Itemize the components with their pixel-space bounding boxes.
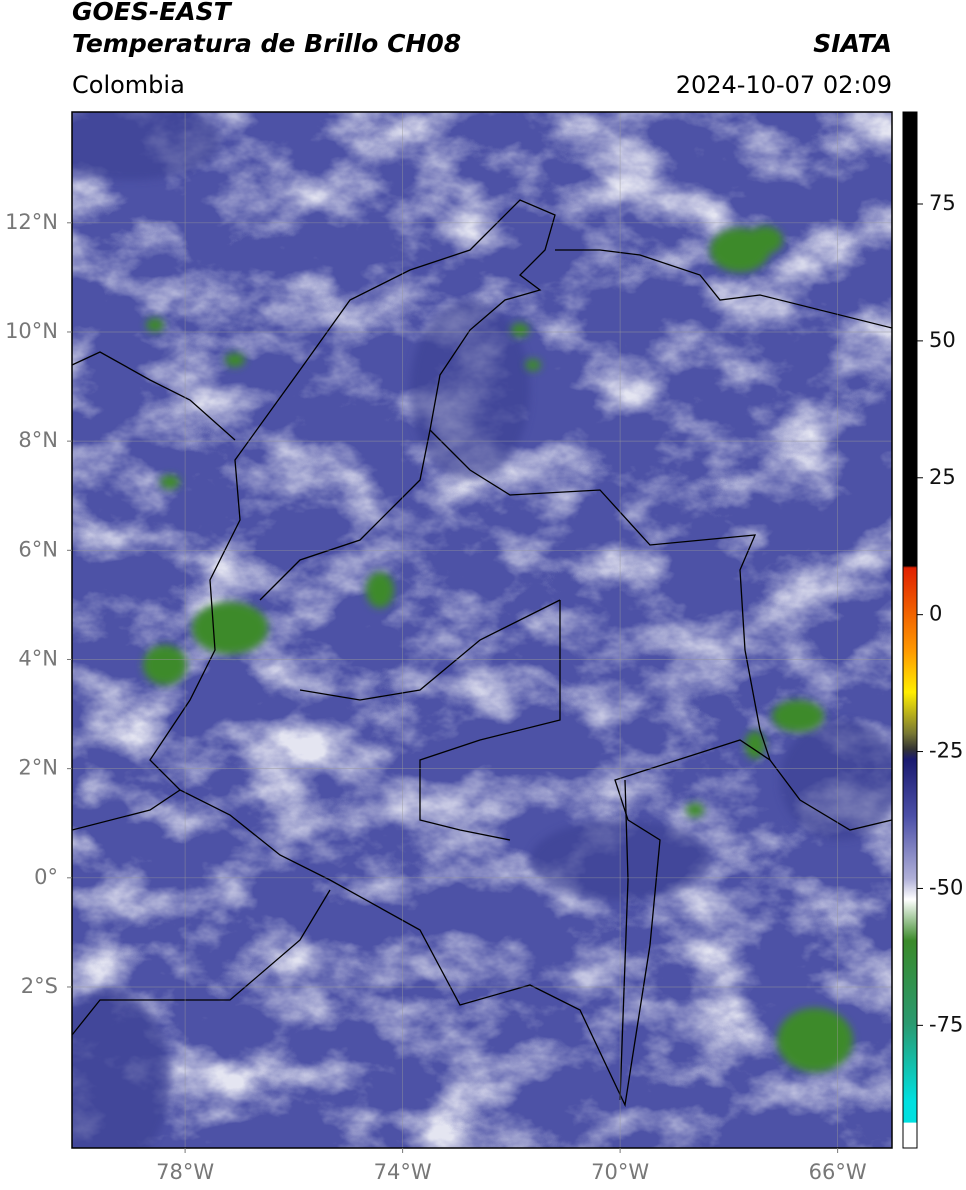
y-tick-label: 12°N (5, 210, 58, 234)
y-tick-label: 8°N (18, 428, 58, 452)
title: GOES-EAST (72, 0, 233, 26)
colorbar-tick-label: -50 (929, 875, 963, 899)
y-tick-label: 2°S (21, 974, 58, 998)
colorbar-tick-label: -25 (929, 739, 963, 763)
datetime: 2024-10-07 02:09 (676, 71, 892, 99)
y-tick-label: 2°N (18, 756, 58, 780)
colorbar-tick-label: 0 (929, 602, 942, 626)
x-tick-label: 70°W (591, 1160, 649, 1184)
y-tick-label: 0° (34, 865, 58, 889)
y-tick-label: 10°N (5, 319, 58, 343)
map-frame (71, 111, 893, 1149)
subtitle: Temperatura de Brillo CH08 (72, 29, 461, 58)
colorbar (902, 111, 918, 1149)
source: SIATA (813, 29, 892, 58)
region: Colombia (72, 71, 185, 99)
colorbar-tick-label: 50 (929, 328, 956, 352)
x-tick-label: 74°W (374, 1160, 432, 1184)
colorbar-tick-label: 25 (929, 465, 956, 489)
colorbar-tick-label: -75 (929, 1012, 963, 1036)
colorbar-tick-label: 75 (929, 191, 956, 215)
x-tick-label: 78°W (156, 1160, 214, 1184)
x-tick-label: 66°W (809, 1160, 867, 1184)
borders (72, 199, 892, 1108)
y-tick-label: 6°N (18, 537, 58, 561)
map-image (72, 112, 892, 1148)
y-tick-label: 4°N (18, 646, 58, 670)
